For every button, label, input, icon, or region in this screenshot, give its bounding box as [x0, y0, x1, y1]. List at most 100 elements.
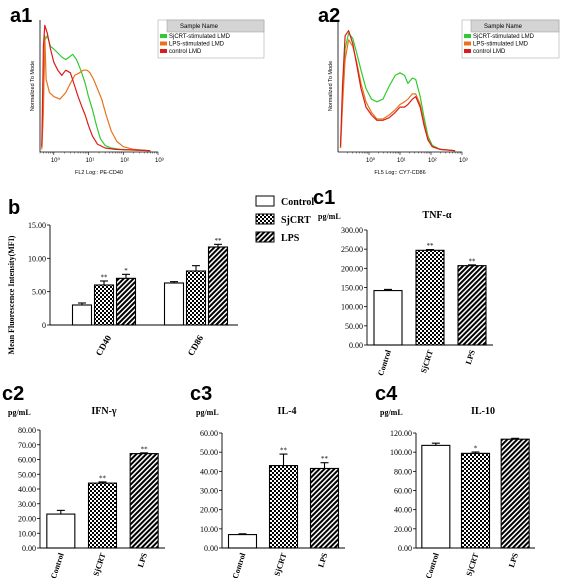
bar-sjcrt-cd86	[185, 270, 207, 326]
bar-chart-c2: c2 pg/mL IFN-γ 0.00 10.00 20.00 30.00 40.00 50.0…	[2, 383, 165, 578]
legend-swatch	[255, 213, 275, 225]
bar-chart-c4: c4 pg/mL IL-10 0.00 20.00 40.00 60.00 80.00 100.…	[375, 383, 535, 578]
legend-entry: control LMD	[169, 49, 202, 55]
y-tick-label: 50.00	[200, 448, 218, 457]
x-tick-label: SjCRT	[419, 348, 435, 374]
x-tick-label: Control	[231, 551, 248, 578]
y-axis-label: Mean Fluorescence Intensity(MFI)	[7, 235, 16, 354]
x-tick-label: LPS	[316, 551, 329, 568]
significance-mark: **	[99, 474, 107, 482]
x-tick-label: Control	[49, 551, 66, 578]
chart-title: TNF-α	[423, 210, 452, 221]
bar-control	[227, 534, 258, 549]
legend-header	[470, 19, 560, 33]
bar-control-cd86	[163, 282, 185, 326]
y-tick-label: 30.00	[200, 487, 218, 496]
bar-lps	[457, 265, 487, 346]
legend-title: Sample Name	[484, 24, 523, 30]
series-line-1	[339, 32, 456, 152]
x-tick-label: LPS	[464, 348, 477, 365]
panel-label-c1: c1	[313, 187, 335, 209]
y-tick-label: 15.00	[28, 221, 46, 230]
bar-sjcrt	[460, 452, 491, 549]
significance-mark: **	[427, 242, 435, 250]
y-tick-label: 0.00	[349, 341, 363, 350]
y-tick-label: 50.00	[345, 322, 363, 331]
legend-swatch	[255, 195, 275, 207]
y-tick-label: 60.00	[18, 456, 36, 465]
series-line-2	[41, 35, 151, 152]
unit-label: pg/mL	[318, 212, 341, 221]
y-tick-label: 0.00	[22, 544, 36, 553]
legend-entry: SjCRT-stimulated LMD	[169, 34, 231, 40]
significance-mark: **	[215, 237, 223, 245]
x-tick-label: SjCRT	[273, 551, 289, 577]
chart-title: IFN-γ	[91, 406, 117, 417]
legend-entry: SjCRT	[281, 215, 311, 226]
y-tick-label: 200.00	[341, 264, 363, 273]
bar-lps-cd86	[207, 246, 229, 326]
legend-entry: control LMD	[473, 49, 506, 55]
x-tick-label: SjCRT	[465, 551, 481, 577]
y-tick-label: 40.00	[200, 467, 218, 476]
legend-entry: LPS-stimulated LMD	[473, 42, 529, 48]
bar-sjcrt	[268, 465, 299, 549]
bar-chart-b: b 0 5.00 10.00 15.00 Mean Fluorescence Intens…	[7, 195, 314, 358]
y-tick-label: 60.00	[200, 429, 218, 438]
x-axis-label: FL2 Log:: PE-CD40	[75, 170, 123, 176]
panel-label-c3: c3	[190, 383, 212, 405]
chart-title: IL-4	[278, 406, 297, 417]
bar-lps-cd40	[115, 277, 137, 326]
x-tick-label: 10³	[459, 158, 468, 164]
x-tick-label: CD86	[186, 333, 206, 357]
x-tick-label: 10¹	[397, 158, 406, 164]
x-tick-label: 10²	[120, 158, 129, 164]
panel-label-a1: a1	[10, 5, 32, 27]
bar-lps	[309, 467, 340, 549]
panel-label-b: b	[8, 197, 20, 219]
y-tick-label: 20.00	[394, 525, 412, 534]
bar-sjcrt	[415, 249, 445, 346]
y-tick-label: 10.00	[18, 529, 36, 538]
bar-control	[373, 290, 403, 346]
y-tick-label: 0.00	[398, 544, 412, 553]
series-line-2	[339, 39, 456, 152]
x-tick-label: 10¹	[86, 158, 95, 164]
legend-entry: Control	[281, 197, 314, 208]
series-line-1	[41, 35, 151, 152]
y-tick-label: 5.00	[32, 288, 46, 297]
legend-swatch	[255, 231, 275, 243]
x-tick-label: CD40	[94, 333, 114, 357]
legend-swatch	[160, 49, 167, 53]
x-tick-label: LPS	[507, 551, 520, 568]
y-tick-label: 100.00	[390, 448, 412, 457]
y-tick-label: 60.00	[394, 487, 412, 496]
significance-mark: **	[280, 447, 288, 455]
y-tick-label: 250.00	[341, 245, 363, 254]
y-tick-label: 80.00	[18, 426, 36, 435]
y-tick-label: 150.00	[341, 284, 363, 293]
y-tick-label: 0.00	[204, 544, 218, 553]
y-tick-label: 40.00	[394, 506, 412, 515]
bar-control	[46, 513, 76, 549]
y-tick-label: 30.00	[18, 500, 36, 509]
unit-label: pg/mL	[196, 408, 219, 417]
legend-title: Sample Name	[180, 24, 219, 30]
y-tick-label: 70.00	[18, 441, 36, 450]
significance-mark: **	[141, 445, 149, 453]
y-tick-label: 10.00	[28, 254, 46, 263]
y-tick-label: 40.00	[18, 485, 36, 494]
x-tick-label: 10⁰	[51, 157, 61, 164]
bar-sjcrt-cd40	[93, 284, 115, 326]
legend-swatch	[160, 34, 167, 38]
legend-header	[166, 19, 265, 33]
bar-control-cd40	[71, 304, 93, 326]
x-axis-label: FL5 Log:: CY7-CD86	[374, 170, 425, 176]
x-tick-label: 10⁰	[366, 157, 376, 164]
y-tick-label: 50.00	[18, 470, 36, 479]
x-tick-label: 10²	[428, 158, 437, 164]
y-tick-label: 120.00	[390, 429, 412, 438]
legend-swatch	[464, 49, 471, 53]
chart-title: IL-10	[471, 406, 495, 417]
